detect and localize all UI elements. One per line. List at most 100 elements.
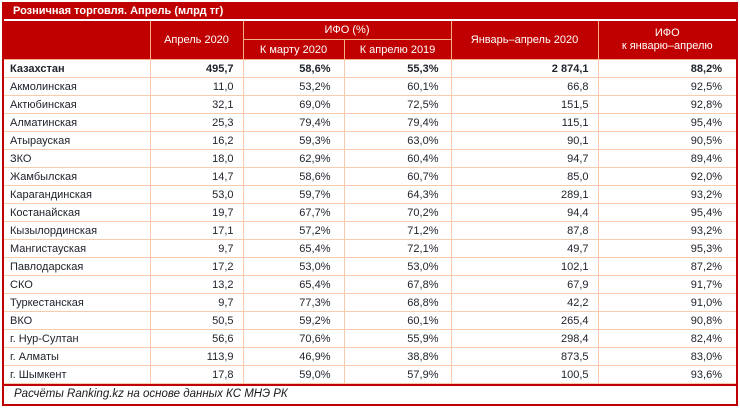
region-cell: Актюбинская xyxy=(4,95,151,114)
table-row: Актюбинская 32,1 69,0% 72,5% 151,5 92,8% xyxy=(4,95,736,114)
value-cell: 46,9% xyxy=(242,347,345,366)
table-row: Казахстан 495,7 58,6% 55,3% 2 874,1 88,2% xyxy=(4,59,736,78)
region-cell: г. Шымкент xyxy=(4,365,151,384)
ifo-jan-apr-line1: ИФО xyxy=(654,27,680,39)
region-cell: Алматинская xyxy=(4,113,151,132)
value-cell: 95,4% xyxy=(597,113,736,132)
value-cell: 62,9% xyxy=(242,149,345,168)
region-cell: Костанайская xyxy=(4,203,151,222)
value-cell: 495,7 xyxy=(149,59,244,78)
value-cell: 85,0 xyxy=(450,167,599,186)
value-cell: 64,3% xyxy=(343,185,452,204)
table-row: Павлодарская 17,2 53,0% 53,0% 102,1 87,2% xyxy=(4,257,736,276)
retail-trade-table: Апрель 2020 ИФО (%) Январь–апрель 2020 И… xyxy=(4,21,736,384)
value-cell: 151,5 xyxy=(450,95,599,114)
region-cell: Атырауская xyxy=(4,131,151,150)
value-cell: 53,0 xyxy=(149,185,244,204)
table-row: г. Нур-Султан 56,6 70,6% 55,9% 298,4 82,4% xyxy=(4,329,736,348)
value-cell: 58,6% xyxy=(242,59,345,78)
column-header-to-march-2020: К марту 2020 xyxy=(243,39,345,60)
value-cell: 70,2% xyxy=(343,203,452,222)
value-cell: 91,0% xyxy=(597,293,736,312)
table-row: Акмолинская 11,0 53,2% 60,1% 66,8 92,5% xyxy=(4,77,736,96)
region-cell: Жамбылская xyxy=(4,167,151,186)
value-cell: 65,4% xyxy=(242,275,345,294)
region-cell: г. Нур-Султан xyxy=(4,329,151,348)
value-cell: 60,7% xyxy=(343,167,452,186)
value-cell: 60,1% xyxy=(343,77,452,96)
value-cell: 68,8% xyxy=(343,293,452,312)
value-cell: 16,2 xyxy=(149,131,244,150)
value-cell: 69,0% xyxy=(242,95,345,114)
value-cell: 289,1 xyxy=(450,185,599,204)
value-cell: 9,7 xyxy=(149,293,244,312)
value-cell: 17,2 xyxy=(149,257,244,276)
table-row: Алматинская 25,3 79,4% 79,4% 115,1 95,4% xyxy=(4,113,736,132)
value-cell: 92,0% xyxy=(597,167,736,186)
column-header-region xyxy=(4,21,151,60)
table-row: Атырауская 16,2 59,3% 63,0% 90,1 90,5% xyxy=(4,131,736,150)
value-cell: 32,1 xyxy=(149,95,244,114)
value-cell: 90,8% xyxy=(597,311,736,330)
value-cell: 55,9% xyxy=(343,329,452,348)
value-cell: 113,9 xyxy=(149,347,244,366)
value-cell: 67,9 xyxy=(450,275,599,294)
value-cell: 79,4% xyxy=(343,113,452,132)
region-cell: ВКО xyxy=(4,311,151,330)
value-cell: 59,3% xyxy=(242,131,345,150)
value-cell: 115,1 xyxy=(450,113,599,132)
value-cell: 42,2 xyxy=(450,293,599,312)
value-cell: 53,0% xyxy=(242,257,345,276)
region-cell: Казахстан xyxy=(4,59,151,78)
value-cell: 38,8% xyxy=(343,347,452,366)
value-cell: 17,1 xyxy=(149,221,244,240)
value-cell: 298,4 xyxy=(450,329,599,348)
table-row: Кызылординская 17,1 57,2% 71,2% 87,8 93,2% xyxy=(4,221,736,240)
table-row: г. Алматы 113,9 46,9% 38,8% 873,5 83,0% xyxy=(4,347,736,366)
value-cell: 25,3 xyxy=(149,113,244,132)
value-cell: 87,8 xyxy=(450,221,599,240)
value-cell: 18,0 xyxy=(149,149,244,168)
region-cell: СКО xyxy=(4,275,151,294)
value-cell: 56,6 xyxy=(149,329,244,348)
value-cell: 100,5 xyxy=(450,365,599,384)
value-cell: 89,4% xyxy=(597,149,736,168)
value-cell: 77,3% xyxy=(242,293,345,312)
table-title: Розничная торговля. Апрель (млрд тг) xyxy=(4,4,736,21)
value-cell: 95,3% xyxy=(597,239,736,258)
value-cell: 59,2% xyxy=(242,311,345,330)
source-note: Расчёты Ranking.kz на основе данных КС М… xyxy=(4,384,736,404)
value-cell: 72,1% xyxy=(343,239,452,258)
value-cell: 83,0% xyxy=(597,347,736,366)
value-cell: 873,5 xyxy=(450,347,599,366)
table-row: г. Шымкент 17,8 59,0% 57,9% 100,5 93,6% xyxy=(4,365,736,384)
value-cell: 67,7% xyxy=(242,203,345,222)
value-cell: 60,4% xyxy=(343,149,452,168)
column-header-jan-apr-2020: Январь–апрель 2020 xyxy=(450,21,599,60)
value-cell: 9,7 xyxy=(149,239,244,258)
value-cell: 90,1 xyxy=(450,131,599,150)
table-row: Карагандинская 53,0 59,7% 64,3% 289,1 93,2% xyxy=(4,185,736,204)
value-cell: 72,5% xyxy=(343,95,452,114)
table-header: Апрель 2020 ИФО (%) Январь–апрель 2020 И… xyxy=(4,21,736,60)
value-cell: 93,6% xyxy=(597,365,736,384)
value-cell: 60,1% xyxy=(343,311,452,330)
table-row: ВКО 50,5 59,2% 60,1% 265,4 90,8% xyxy=(4,311,736,330)
value-cell: 17,8 xyxy=(149,365,244,384)
value-cell: 82,4% xyxy=(597,329,736,348)
value-cell: 2 874,1 xyxy=(450,59,599,78)
region-cell: Туркестанская xyxy=(4,293,151,312)
value-cell: 59,7% xyxy=(242,185,345,204)
value-cell: 67,8% xyxy=(343,275,452,294)
value-cell: 92,8% xyxy=(597,95,736,114)
value-cell: 92,5% xyxy=(597,77,736,96)
column-header-april-2020: Апрель 2020 xyxy=(149,21,244,60)
value-cell: 19,7 xyxy=(149,203,244,222)
value-cell: 63,0% xyxy=(343,131,452,150)
value-cell: 55,3% xyxy=(343,59,452,78)
region-cell: Мангистауская xyxy=(4,239,151,258)
table-row: Костанайская 19,7 67,7% 70,2% 94,4 95,4% xyxy=(4,203,736,222)
value-cell: 95,4% xyxy=(597,203,736,222)
value-cell: 58,6% xyxy=(242,167,345,186)
